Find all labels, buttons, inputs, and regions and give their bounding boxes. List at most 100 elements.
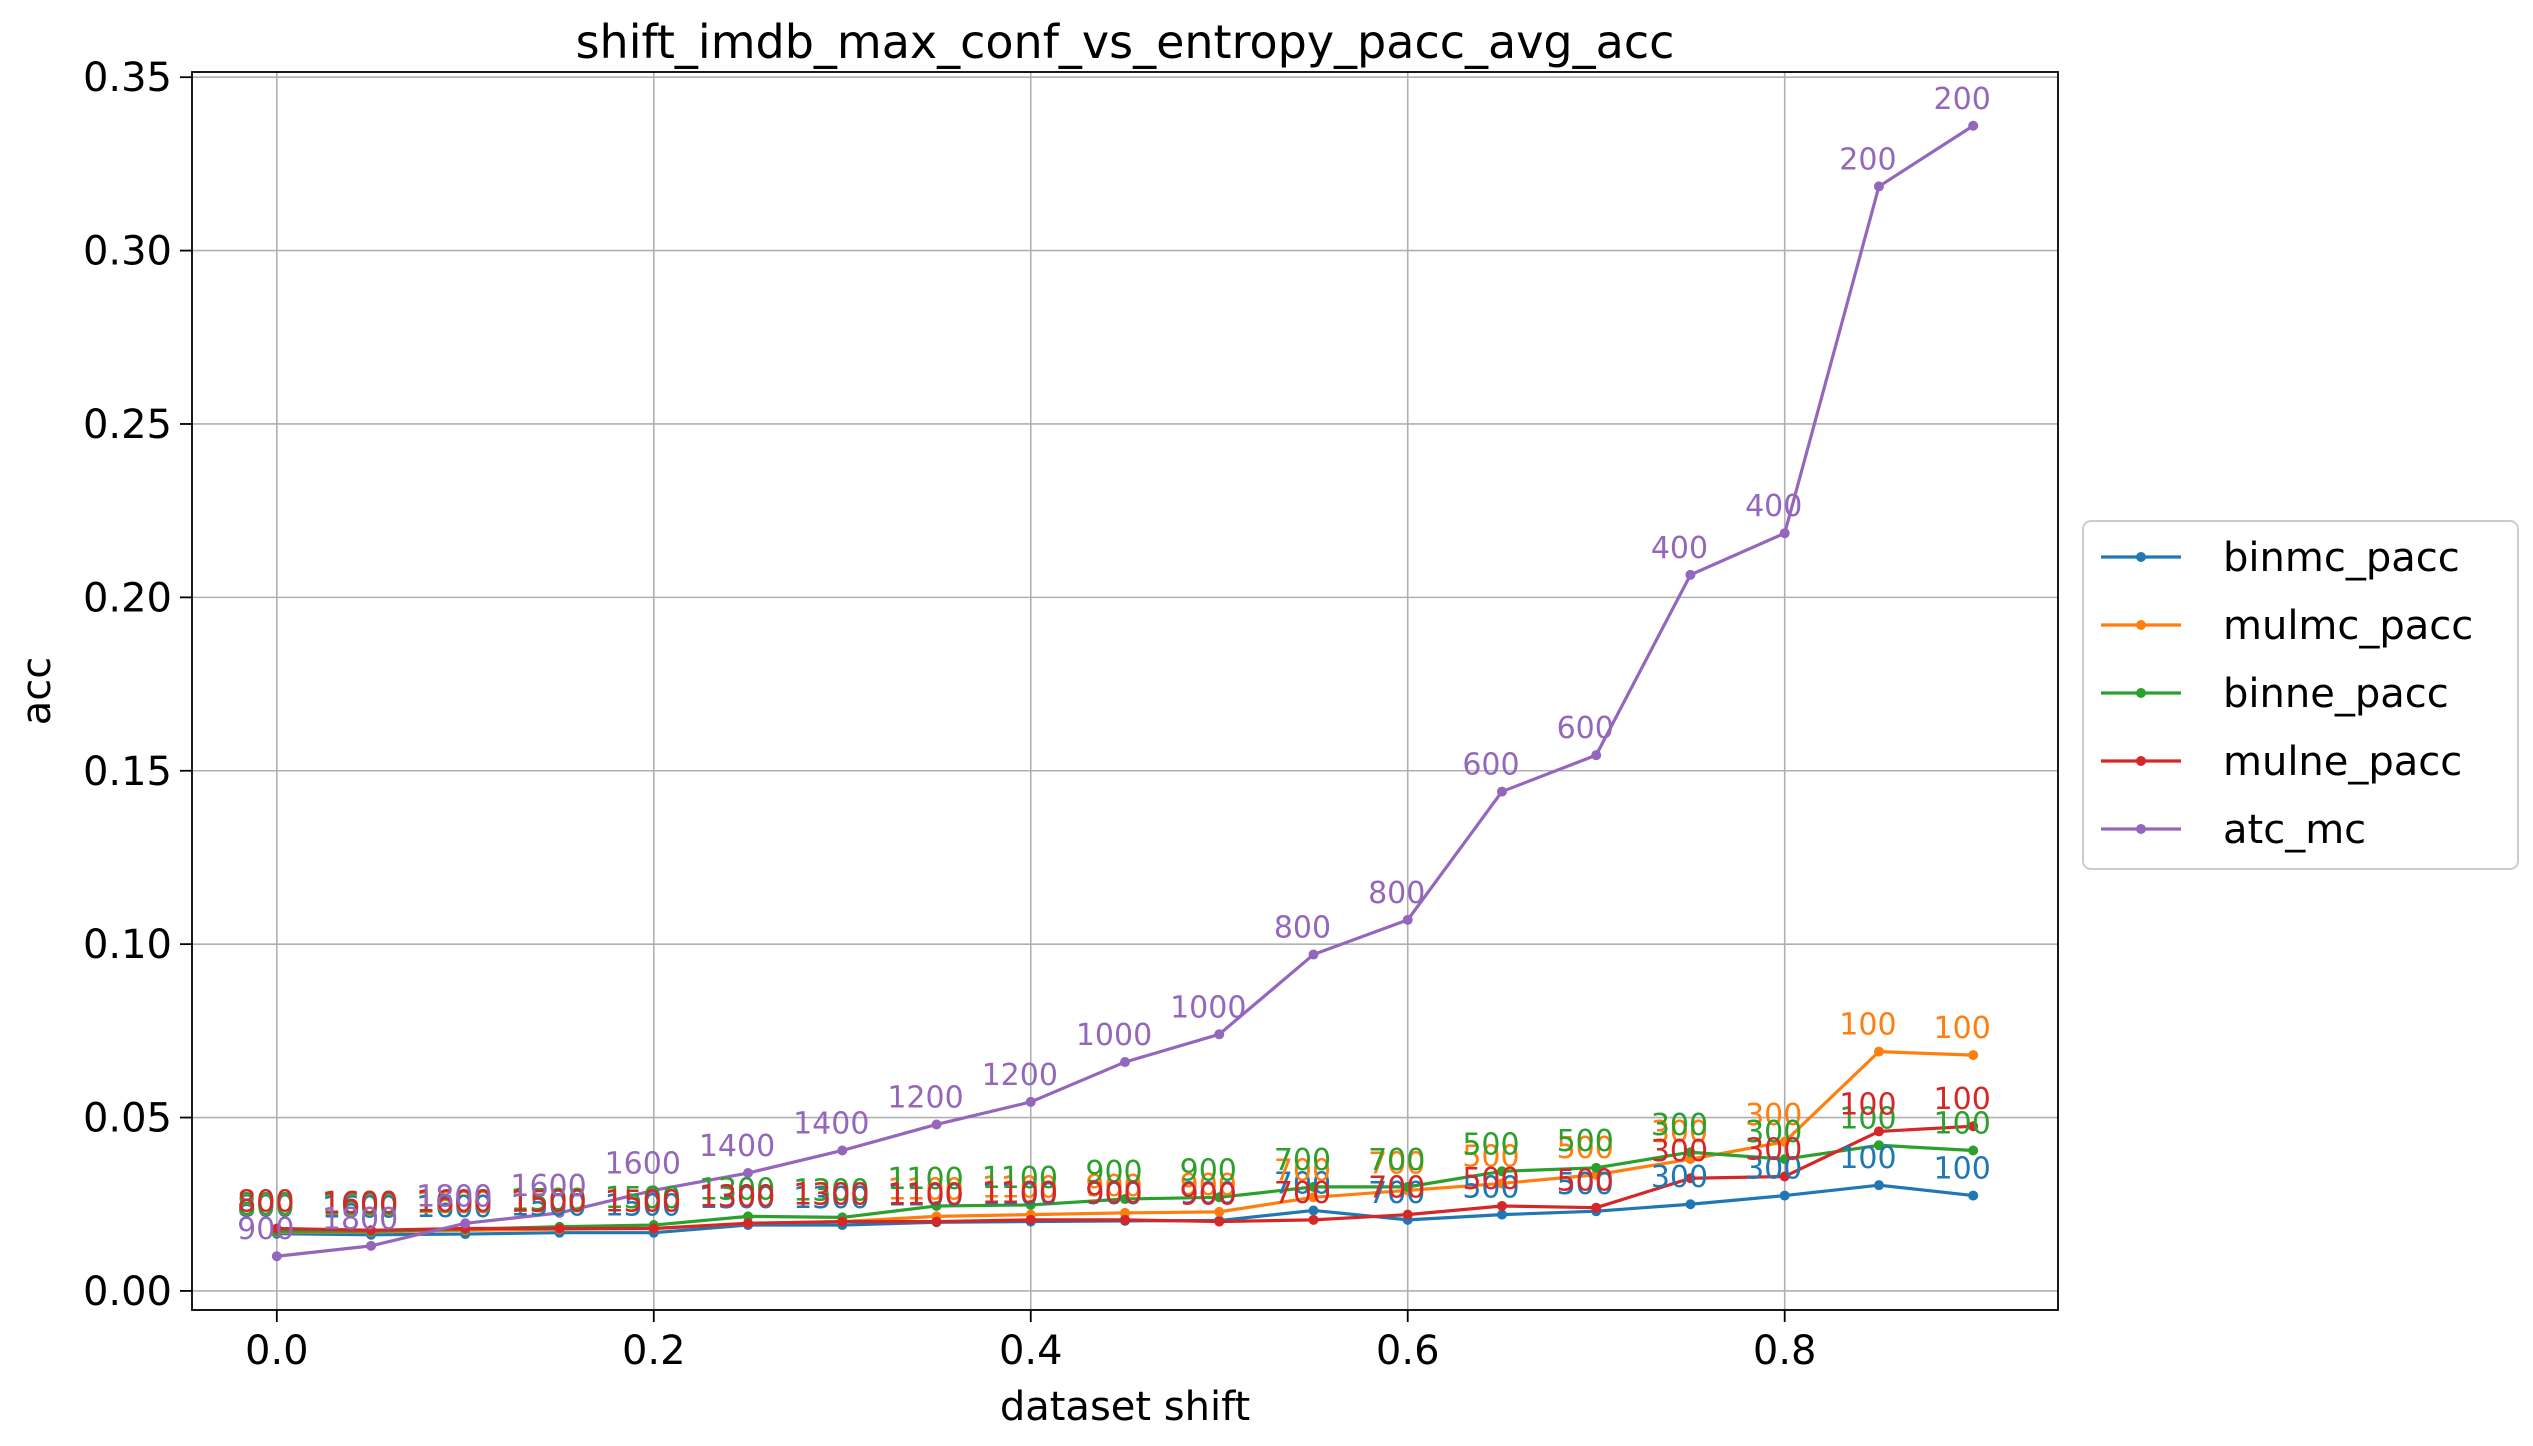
point-label: 100	[1839, 1141, 1896, 1176]
point-label: 300	[1651, 1160, 1708, 1195]
data-point	[1873, 181, 1884, 192]
point-label: 1300	[699, 1179, 775, 1214]
point-label: 700	[1368, 1176, 1425, 1211]
data-point	[1873, 1180, 1884, 1191]
point-label: 1600	[510, 1169, 586, 1204]
data-point	[1496, 1209, 1507, 1220]
data-point	[1120, 1057, 1130, 1068]
point-label: 800	[237, 1185, 294, 1220]
data-point	[1496, 1200, 1507, 1211]
point-label: 300	[1745, 1098, 1802, 1133]
point-label: 1600	[416, 1190, 492, 1225]
point-label: 300	[1651, 1134, 1708, 1169]
data-point	[1685, 1154, 1696, 1165]
legend-item: mulmc_pacc	[2101, 603, 2473, 649]
data-point	[648, 1185, 659, 1196]
x-axis-label: dataset shift	[1000, 1384, 1250, 1430]
data-point	[1308, 1181, 1319, 1192]
data-point	[1779, 1154, 1790, 1165]
point-label: 500	[1557, 1131, 1614, 1166]
point-label: 900	[1180, 1178, 1237, 1213]
data-point	[1214, 1216, 1225, 1227]
point-label: 1200	[887, 1080, 963, 1115]
point-label: 1100	[887, 1172, 963, 1207]
data-point	[1779, 528, 1790, 539]
data-point	[1685, 1173, 1696, 1184]
point-label: 400	[1651, 531, 1708, 566]
point-label: 200	[1839, 142, 1896, 177]
point-label: 500	[1462, 1127, 1519, 1162]
point-label: 1600	[322, 1186, 398, 1221]
x-tick-label: 0.4	[999, 1328, 1063, 1374]
point-label: 900	[1180, 1168, 1237, 1203]
point-label: 1600	[322, 1191, 398, 1226]
point-label: 100	[1839, 1087, 1896, 1122]
data-point	[1779, 1171, 1790, 1182]
point-label: 500	[1462, 1139, 1519, 1174]
data-point	[1402, 1209, 1413, 1220]
data-point	[366, 1225, 377, 1236]
point-label: 1200	[982, 1058, 1058, 1093]
point-label: 800	[237, 1188, 294, 1223]
point-label: 1500	[510, 1185, 586, 1220]
y-tick-label: 0.20	[83, 575, 172, 621]
point-label: 300	[1745, 1152, 1802, 1187]
data-point	[1214, 1029, 1225, 1040]
data-point	[1308, 1205, 1319, 1216]
point-label: 800	[1274, 911, 1331, 946]
point-label: 200	[1934, 82, 1991, 117]
point-label: 1600	[416, 1185, 492, 1220]
data-point	[1214, 1192, 1225, 1203]
data-point	[1779, 1190, 1790, 1201]
data-point	[1968, 1190, 1979, 1201]
point-label: 300	[1651, 1108, 1708, 1143]
data-point	[1120, 1194, 1130, 1205]
point-label: 1300	[699, 1172, 775, 1207]
data-point	[1968, 120, 1979, 131]
x-tick-label: 0.0	[245, 1328, 309, 1374]
data-point	[743, 1211, 754, 1222]
y-tick-label: 0.10	[83, 922, 172, 968]
point-label: 1300	[793, 1181, 869, 1216]
data-point	[1120, 1207, 1130, 1218]
legend-label: binmc_pacc	[2223, 535, 2460, 581]
data-point	[1402, 1181, 1413, 1192]
x-tick-label: 0.2	[622, 1328, 686, 1374]
point-label: 500	[1557, 1124, 1614, 1159]
point-label: 1800	[416, 1179, 492, 1214]
data-point	[1496, 786, 1507, 797]
point-label: 1400	[699, 1129, 775, 1164]
point-label: 1100	[982, 1178, 1058, 1213]
point-label: 700	[1274, 1153, 1331, 1188]
data-point	[1402, 914, 1413, 925]
point-label: 500	[1557, 1164, 1614, 1199]
data-point	[837, 1145, 848, 1156]
legend-item: mulne_pacc	[2101, 739, 2462, 785]
y-tick-label: 0.15	[83, 749, 172, 795]
data-point	[743, 1168, 754, 1179]
point-label: 800	[237, 1190, 294, 1225]
point-label: 1600	[605, 1146, 681, 1181]
data-point	[1308, 1214, 1319, 1225]
point-label: 700	[1274, 1166, 1331, 1201]
x-tick-label: 0.8	[1753, 1328, 1817, 1374]
point-label: 300	[1745, 1115, 1802, 1150]
point-label: 100	[1934, 1011, 1991, 1046]
legend-marker	[2136, 688, 2146, 698]
data-point	[1591, 750, 1602, 761]
point-label: 1100	[982, 1161, 1058, 1196]
data-point	[554, 1207, 565, 1218]
point-label: 1100	[887, 1178, 963, 1213]
series-layer	[271, 120, 1979, 1262]
data-point	[1968, 1050, 1979, 1061]
data-point	[1025, 1096, 1036, 1107]
y-tick-label: 0.30	[83, 229, 172, 275]
data-point	[1873, 1126, 1884, 1137]
point-label: 800	[1368, 876, 1425, 911]
legend-label: atc_mc	[2223, 807, 2366, 853]
data-point	[1308, 949, 1319, 960]
legend-marker	[2136, 620, 2146, 630]
legend-marker	[2136, 756, 2146, 766]
point-label: 1000	[1076, 1018, 1152, 1053]
